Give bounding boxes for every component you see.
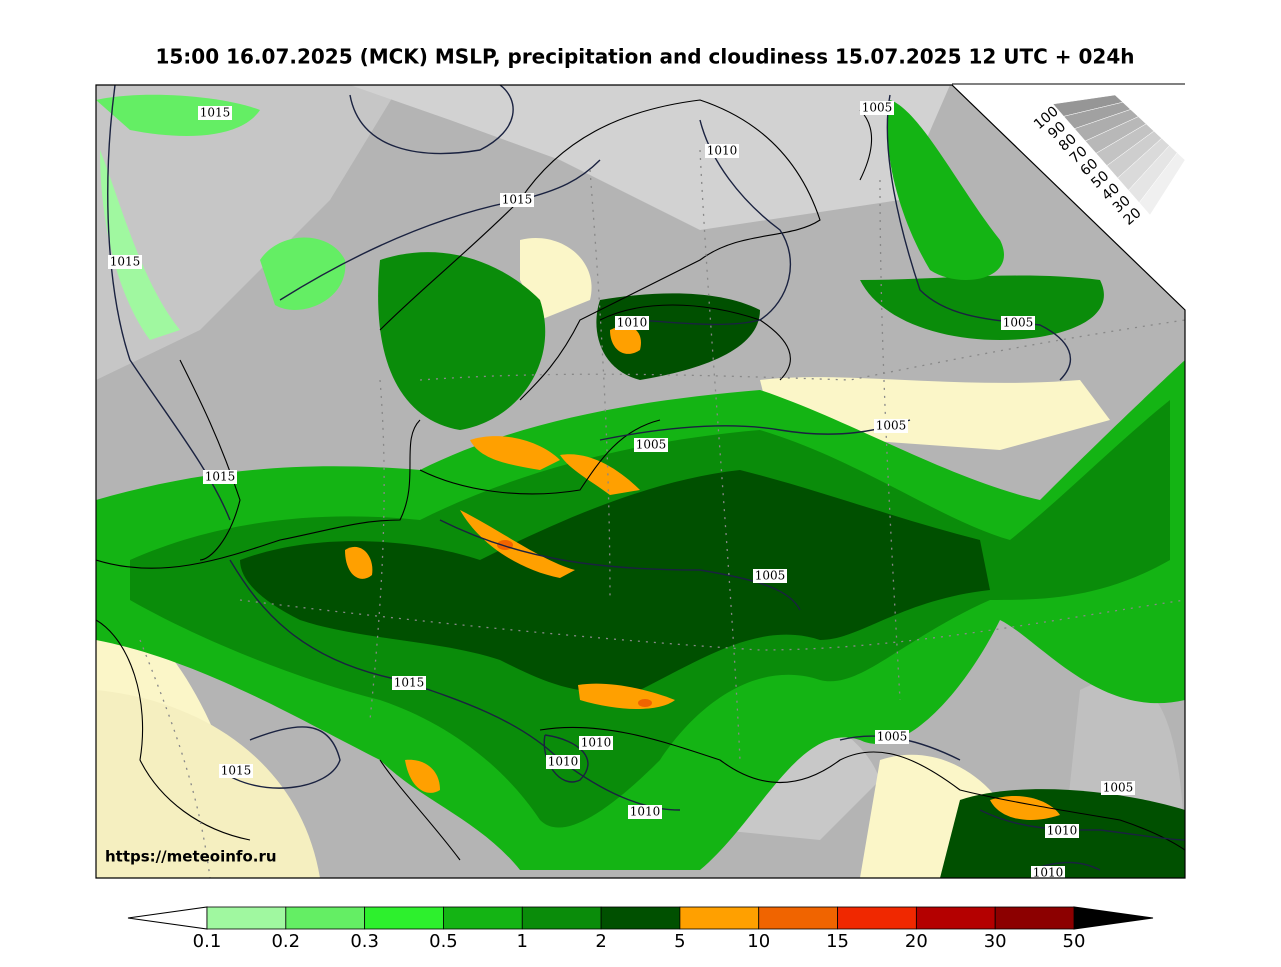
colorbar-label: 20 xyxy=(905,931,928,952)
colorbar-label: 0.1 xyxy=(193,931,222,952)
title: 15:00 16.07.2025 (MCK) MSLP, precipitati… xyxy=(155,45,1134,69)
isobar-label: 1005 xyxy=(755,569,786,583)
colorbar-segment xyxy=(364,906,444,930)
isobar-label: 1005 xyxy=(862,101,893,115)
colorbar-low-extension xyxy=(127,906,208,930)
isobar-label: 1015 xyxy=(394,676,425,690)
isobar-label: 1010 xyxy=(707,144,738,158)
isobar-label: 1005 xyxy=(877,730,908,744)
isobar-label: 1010 xyxy=(548,755,579,769)
colorbar-label: 5 xyxy=(674,931,685,952)
colorbar-segment xyxy=(521,906,602,930)
isobar-label-bg xyxy=(1031,866,1065,878)
colorbar-segment xyxy=(443,906,523,930)
colorbar-segment xyxy=(837,906,917,930)
isobar-label-bg xyxy=(203,470,237,484)
isobar-label: 1010 xyxy=(581,736,612,750)
colorbar-label: 2 xyxy=(595,931,606,952)
isobar-label-bg xyxy=(1001,316,1035,330)
cloudiness-band xyxy=(1138,152,1186,216)
isobar-label: 1015 xyxy=(502,193,533,207)
colorbar-label: 0.2 xyxy=(271,931,300,952)
colorbar-label: 1 xyxy=(517,931,528,952)
colorbar-segment xyxy=(994,906,1075,930)
colorbar-segment xyxy=(285,906,366,930)
isobar-label: 1010 xyxy=(1047,824,1078,838)
isobar-label-bg xyxy=(634,438,668,452)
isobar-label: 1005 xyxy=(1003,316,1034,330)
isobar-label-bg xyxy=(198,106,232,120)
colorbar-segment xyxy=(915,906,996,930)
isobar-label-bg xyxy=(628,805,662,819)
isobar-label: 1005 xyxy=(1103,781,1134,795)
isobar-label-bg xyxy=(860,101,894,115)
colorbar-segment xyxy=(600,906,681,930)
isobar-label-bg xyxy=(1101,781,1135,795)
isobar-label-bg xyxy=(546,755,580,769)
colorbar-label: 0.3 xyxy=(350,931,379,952)
map: 1015 1010 1015 1015 1005 1010 1005 1005 1005 1015… xyxy=(96,85,1185,880)
colorbar-label: 10 xyxy=(747,931,770,952)
isobar-label: 1010 xyxy=(1033,866,1064,880)
colorbar-segment xyxy=(206,906,287,930)
isobar-label-bg xyxy=(579,736,613,750)
isobar-label: 1010 xyxy=(617,316,648,330)
isobar-label-bg xyxy=(500,193,534,207)
isobar-label-bg xyxy=(219,764,253,778)
isobar-label: 1005 xyxy=(876,419,907,433)
isobar-label-bg xyxy=(705,144,739,158)
colorbar-high-extension xyxy=(1073,906,1154,930)
colorbar-segment xyxy=(758,906,838,930)
isobar-label-bg xyxy=(753,569,787,583)
isobar-label-bg xyxy=(615,316,649,330)
colorbar-label: 30 xyxy=(984,931,1007,952)
colorbar-label: 15 xyxy=(826,931,849,952)
colorbar-label: 0.5 xyxy=(429,931,458,952)
colorbar-segment xyxy=(679,906,760,930)
isobar-label: 1015 xyxy=(200,106,231,120)
isobar-label-bg xyxy=(874,419,908,433)
isobar-label: 1005 xyxy=(636,438,667,452)
isobar-label-bg xyxy=(875,730,909,744)
isobar-label: 1010 xyxy=(630,805,661,819)
isobar-label-bg xyxy=(1045,824,1079,838)
isobar-label: 1015 xyxy=(221,764,252,778)
isobar-label-bg xyxy=(392,676,426,690)
precipitation-colorbar: 0.1 0.2 0.3 0.5 1 2 5 10 15 20 30 50 xyxy=(127,906,1154,952)
source-url: https://meteoinfo.ru xyxy=(105,848,277,866)
colorbar-label: 50 xyxy=(1063,931,1086,952)
map-frame xyxy=(95,84,1186,879)
isobar-label-bg xyxy=(108,255,142,269)
isobar-label: 1015 xyxy=(205,470,236,484)
isobar-label: 1015 xyxy=(110,255,141,269)
